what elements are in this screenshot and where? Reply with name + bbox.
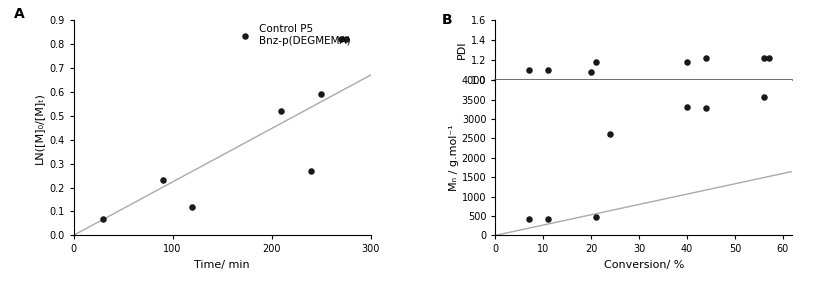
X-axis label: Conversion/ %: Conversion/ % xyxy=(604,260,684,270)
Point xyxy=(757,56,770,61)
Point xyxy=(699,106,712,110)
Point xyxy=(757,94,770,99)
Point xyxy=(185,204,199,209)
Point xyxy=(305,168,318,173)
Point xyxy=(604,131,617,136)
Point xyxy=(522,216,535,221)
Point xyxy=(590,215,603,220)
Point xyxy=(590,60,603,65)
Point xyxy=(681,105,694,110)
Point xyxy=(522,68,535,73)
Text: A: A xyxy=(14,7,25,21)
Y-axis label: PDI: PDI xyxy=(457,41,467,59)
Point xyxy=(585,70,598,75)
Point xyxy=(156,178,169,183)
Point xyxy=(96,216,109,221)
Point xyxy=(334,37,347,42)
Point xyxy=(275,109,288,113)
Point xyxy=(542,217,555,221)
Point xyxy=(762,56,775,61)
Y-axis label: LN([M]₀/[M]ₜ): LN([M]₀/[M]ₜ) xyxy=(33,92,43,164)
Y-axis label: Mₙ / g.mol⁻¹: Mₙ / g.mol⁻¹ xyxy=(449,125,459,191)
Point xyxy=(542,68,555,73)
Point xyxy=(315,92,328,96)
X-axis label: Time/ min: Time/ min xyxy=(194,260,250,270)
Text: B: B xyxy=(442,13,453,27)
Point xyxy=(681,60,694,65)
Point xyxy=(339,37,352,42)
Legend: Control P5
Bnz-​p(DEGMEMA): Control P5 Bnz-​p(DEGMEMA) xyxy=(233,23,352,47)
Point xyxy=(699,56,712,61)
